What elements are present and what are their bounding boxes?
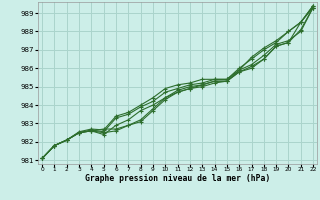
X-axis label: Graphe pression niveau de la mer (hPa): Graphe pression niveau de la mer (hPa) [85, 174, 270, 183]
